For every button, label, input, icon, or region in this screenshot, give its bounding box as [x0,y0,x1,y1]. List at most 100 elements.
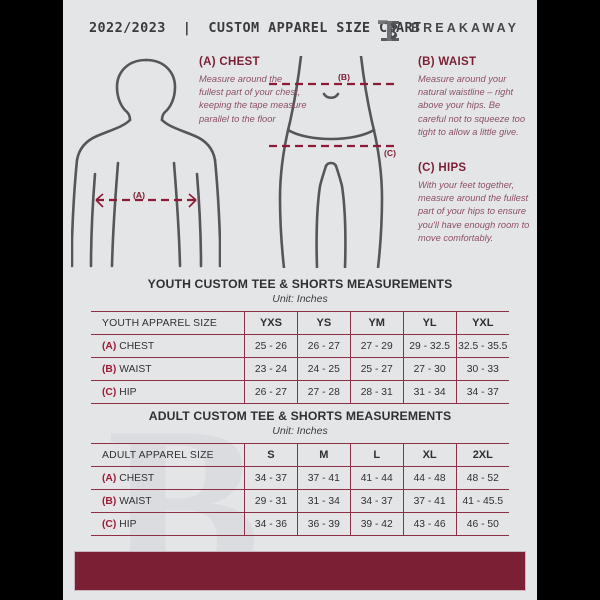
table-row: (C) HIP 34 - 36 36 - 39 39 - 42 43 - 46 4… [91,512,509,536]
caption-hips: (C) HIPS With your feet together, measur… [418,162,534,245]
row-tag-c: (C) [102,386,117,398]
adult-size-l: L [350,443,404,467]
youth-chest-ys: 26 - 27 [297,334,351,358]
youth-waist-yxs: 23 - 24 [244,357,298,381]
adult-section-heading: ADULT CUSTOM TEE & SHORTS MEASUREMENTS U… [63,409,537,437]
youth-unit: Unit: Inches [272,293,328,305]
adult-size-s: S [244,443,298,467]
footer-band [74,551,526,591]
page-sheet: B 2022/2023 | CUSTOM APPAREL SIZE CHART … [63,0,537,600]
caption-waist-body: Measure around your natural waistline – … [418,74,525,137]
chest-measure-line [95,193,197,208]
adult-hip-m: 36 - 39 [297,512,351,536]
adult-chest-2xl: 48 - 52 [456,466,509,490]
waist-hip-measure-lines [268,82,394,148]
youth-hip-ym: 28 - 31 [350,380,404,404]
row-label-hip: HIP [119,518,137,530]
row-label-waist: WAIST [119,495,152,507]
youth-size-table: YOUTH APPAREL SIZE YXS YS YM YL YXL (A) C… [91,311,509,404]
adult-hip-s: 34 - 36 [244,512,298,536]
row-tag-c: (C) [102,518,117,530]
adult-hip-2xl: 46 - 50 [456,512,509,536]
youth-chest-ym: 27 - 29 [350,334,404,358]
adult-waist-s: 29 - 31 [244,489,298,513]
adult-chest-xl: 44 - 48 [403,466,457,490]
breakaway-b-monogram-icon [378,20,399,41]
adult-size-2xl: 2XL [456,443,509,467]
youth-hip-yxl: 34 - 37 [456,380,509,404]
adult-title: ADULT CUSTOM TEE & SHORTS MEASUREMENTS [148,409,452,423]
adult-size-xl: XL [403,443,457,467]
hips-marker-label: (C) [384,148,396,158]
youth-hip-yxs: 26 - 27 [244,380,298,404]
youth-section-heading: YOUTH CUSTOM TEE & SHORTS MEASUREMENTS U… [63,277,537,305]
adult-size-m: M [297,443,351,467]
caption-waist-heading: (B) WAIST [418,56,477,68]
row-tag-b: (B) [102,363,117,375]
youth-chest-yxs: 25 - 26 [244,334,298,358]
row-label-chest: CHEST [119,472,155,484]
row-tag-a: (A) [102,472,117,484]
youth-title: YOUTH CUSTOM TEE & SHORTS MEASUREMENTS [147,277,453,291]
adult-unit: Unit: Inches [272,425,328,437]
header-title: 2022/2023 | CUSTOM APPAREL SIZE CHART [89,20,422,36]
caption-chest: (A) CHEST Measure around the fullest par… [199,56,307,126]
adult-waist-2xl: 41 - 45.5 [456,489,509,513]
youth-size-ym: YM [350,311,404,335]
table-row: (C) HIP 26 - 27 27 - 28 28 - 31 31 - 34 3… [91,380,509,404]
table-row: (B) WAIST 29 - 31 31 - 34 34 - 37 37 - 41… [91,489,509,513]
caption-hips-body: With your feet together, measure around … [418,180,530,243]
adult-size-table: ADULT APPAREL SIZE S M L XL 2XL (A) CHEST… [91,443,509,536]
youth-waist-yl: 27 - 30 [403,357,457,381]
adult-table-header-row: ADULT APPAREL SIZE S M L XL 2XL [91,443,509,467]
youth-row-waist-label: (B) WAIST [91,357,245,381]
youth-size-yl: YL [403,311,457,335]
caption-hips-heading: (C) HIPS [418,162,467,174]
caption-chest-body: Measure around the fullest part of your … [199,74,307,124]
waist-marker-label: (B) [338,72,350,82]
lower-body-silhouette-icon [278,56,384,268]
youth-waist-ym: 25 - 27 [350,357,404,381]
adult-chest-l: 41 - 44 [350,466,404,490]
adult-row-hip-label: (C) HIP [91,512,245,536]
youth-waist-yxl: 30 - 33 [456,357,509,381]
row-label-chest: CHEST [119,340,155,352]
upper-body-silhouette-icon [71,58,221,268]
adult-hip-l: 39 - 42 [350,512,404,536]
chest-marker-label: (A) [133,190,145,200]
adult-row-chest-label: (A) CHEST [91,466,245,490]
adult-hip-xl: 43 - 46 [403,512,457,536]
page-header: 2022/2023 | CUSTOM APPAREL SIZE CHART BR… [63,18,537,44]
adult-size-header: ADULT APPAREL SIZE [91,443,245,467]
youth-chest-yxl: 32.5 - 35.5 [456,334,509,358]
adult-chest-m: 37 - 41 [297,466,351,490]
table-row: (B) WAIST 23 - 24 24 - 25 25 - 27 27 - 30… [91,357,509,381]
adult-waist-m: 31 - 34 [297,489,351,513]
youth-waist-ys: 24 - 25 [297,357,351,381]
row-tag-b: (B) [102,495,117,507]
youth-size-yxl: YXL [456,311,509,335]
youth-row-chest-label: (A) CHEST [91,334,245,358]
caption-chest-heading: (A) CHEST [199,56,260,68]
adult-waist-xl: 37 - 41 [403,489,457,513]
youth-size-yxs: YXS [244,311,298,335]
row-label-hip: HIP [119,386,137,398]
row-label-waist: WAIST [119,363,152,375]
brand-name: BREAKAWAY [411,21,520,35]
caption-waist: (B) WAIST Measure around your natural wa… [418,56,530,139]
adult-waist-l: 34 - 37 [350,489,404,513]
youth-hip-yl: 31 - 34 [403,380,457,404]
youth-chest-yl: 29 - 32.5 [403,334,457,358]
row-tag-a: (A) [102,340,117,352]
youth-size-header: YOUTH APPAREL SIZE [91,311,245,335]
youth-size-ys: YS [297,311,351,335]
measurement-diagram: (A) (B) (C) [63,50,537,272]
adult-row-waist-label: (B) WAIST [91,489,245,513]
youth-row-hip-label: (C) HIP [91,380,245,404]
youth-table-header-row: YOUTH APPAREL SIZE YXS YS YM YL YXL [91,311,509,335]
table-row: (A) CHEST 34 - 37 37 - 41 41 - 44 44 - 48… [91,466,509,490]
adult-chest-s: 34 - 37 [244,466,298,490]
youth-hip-ys: 27 - 28 [297,380,351,404]
table-row: (A) CHEST 25 - 26 26 - 27 27 - 29 29 - 32… [91,334,509,358]
